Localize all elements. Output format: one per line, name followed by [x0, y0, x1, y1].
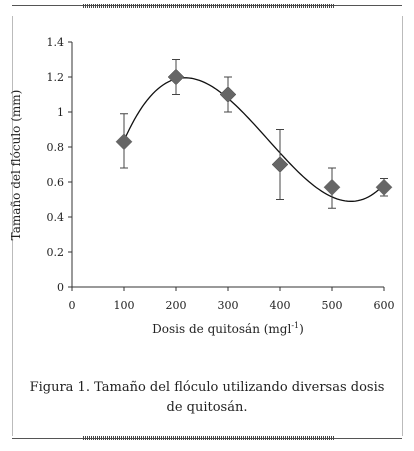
x-axis-label-superscript: -1	[291, 321, 299, 330]
y-tick-label: 0.2	[47, 246, 65, 259]
chart-error-bars	[120, 59, 388, 209]
x-tick-label: 300	[218, 299, 239, 312]
y-tick-label: 1	[57, 106, 64, 119]
figure-caption: Figura 1. Tamaño del flóculo utilizando …	[29, 380, 385, 415]
x-tick-label: 400	[270, 299, 291, 312]
frame-bottom-ornament	[83, 436, 335, 440]
x-tick-label: 500	[322, 299, 343, 312]
y-tick-label: 0.4	[47, 211, 65, 224]
figure-panel	[12, 16, 402, 436]
frame-top-ornament	[83, 4, 335, 8]
chart-points	[115, 68, 393, 196]
y-tick-label: 0.6	[47, 176, 65, 189]
trendline	[123, 77, 385, 202]
chart-ticks: 0 0.2 0.4 0.6 0.8 1 1.2 1.4 0 100 200 300 400 500 600	[47, 36, 395, 312]
y-tick-label: 0	[57, 281, 64, 294]
y-tick-label: 1.2	[47, 71, 65, 84]
x-tick-label: 0	[69, 299, 76, 312]
x-axis-label-end: )	[299, 322, 304, 336]
data-point	[323, 178, 341, 196]
y-axis-label: Tamaño del flóculo (mm)	[9, 90, 23, 241]
chart-trendline-group	[123, 77, 385, 202]
x-tick-label: 200	[166, 299, 187, 312]
data-point	[375, 178, 393, 196]
panel-border-right	[402, 16, 403, 436]
x-tick-label: 100	[114, 299, 135, 312]
x-axis-label-main: Dosis de quitosán (mgl	[152, 322, 291, 336]
data-point	[167, 68, 185, 86]
panel-border-left	[12, 16, 13, 436]
y-tick-label: 0.8	[47, 141, 65, 154]
x-axis-label: Dosis de quitosán (mgl-1)	[152, 321, 304, 336]
y-tick-label: 1.4	[47, 36, 65, 49]
data-point	[115, 133, 133, 151]
x-tick-label: 600	[374, 299, 395, 312]
data-point	[219, 86, 237, 103]
data-point	[271, 156, 289, 173]
